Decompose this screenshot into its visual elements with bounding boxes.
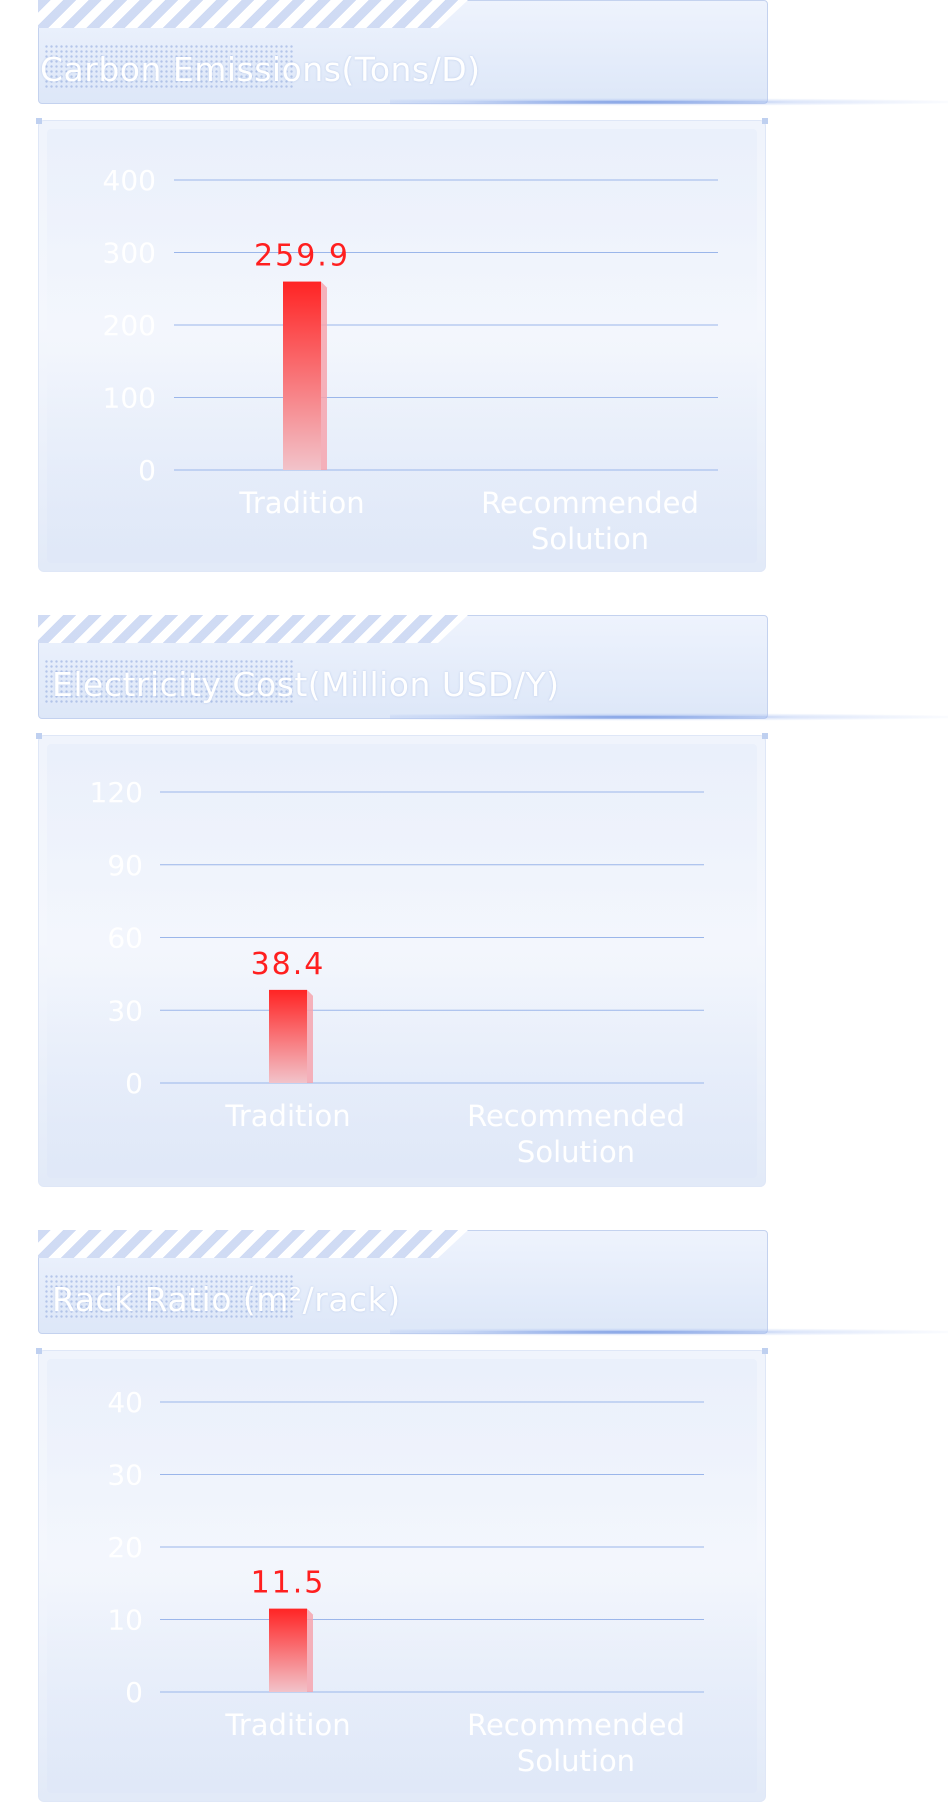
header-dot-pattern bbox=[44, 44, 294, 90]
electricity-cost-chart: 0 30 60 90 120 38.4 Tradition Recommended Soluti… bbox=[90, 776, 704, 1169]
y-tick-label: 0 bbox=[138, 454, 156, 487]
x-category-label-line: Recommended bbox=[481, 486, 699, 520]
bar-value-label: 259.9 bbox=[254, 239, 350, 274]
y-tick-label: 200 bbox=[103, 309, 156, 342]
chart-body bbox=[36, 1348, 768, 1802]
bar bbox=[283, 281, 321, 470]
panel-header: Carbon Emissions(Tons/D) bbox=[30, 0, 948, 106]
y-tick-label: 60 bbox=[107, 922, 143, 955]
bar-value-label: 11.5 bbox=[251, 1566, 326, 1601]
header-stripe-decoration bbox=[38, 0, 468, 28]
y-tick-label: 90 bbox=[107, 849, 143, 882]
x-category-label-line: Tradition bbox=[224, 1708, 350, 1742]
chart-body-inner bbox=[47, 744, 757, 1178]
chart-body-inner bbox=[47, 1359, 757, 1793]
header-dot-pattern bbox=[44, 659, 294, 705]
header-stripe-decoration bbox=[38, 615, 468, 643]
rack-ratio-panel: Rack Ratio (m²/rack) 0 10 20 30 40 11.5 Tradit… bbox=[0, 1230, 948, 1820]
y-tick-label: 100 bbox=[103, 382, 156, 415]
bar-side bbox=[321, 281, 327, 470]
x-category-label-line: Recommended bbox=[467, 1099, 685, 1133]
x-category-label-line: Recommended bbox=[467, 1708, 685, 1742]
y-tick-label: 30 bbox=[107, 1459, 143, 1492]
x-category-label: Recommended Solution bbox=[467, 1708, 685, 1778]
carbon-emissions-panel: Carbon Emissions(Tons/D) 0 100 200 300 400 25… bbox=[0, 0, 948, 590]
panel-header: Rack Ratio (m²/rack) bbox=[30, 1230, 948, 1336]
y-tick-label: 300 bbox=[103, 237, 156, 270]
rack-ratio-chart: 0 10 20 30 40 11.5 Tradition Recommended Solutio… bbox=[107, 1386, 704, 1778]
x-category-label-line: Tradition bbox=[224, 1099, 350, 1133]
bar-value-label: 38.4 bbox=[251, 947, 326, 982]
corner-marker bbox=[762, 733, 768, 739]
x-category-label: Recommended Solution bbox=[467, 1099, 685, 1169]
y-tick-label: 10 bbox=[107, 1604, 143, 1637]
y-tick-label: 120 bbox=[90, 776, 143, 809]
chart-body bbox=[36, 118, 768, 572]
x-category-label-line: Solution bbox=[517, 1135, 635, 1169]
chart-title: Rack Ratio (m²/rack) bbox=[52, 1280, 401, 1319]
header-glow-line bbox=[390, 98, 948, 106]
x-category-label: Tradition bbox=[238, 486, 364, 520]
electricity-cost-panel: Electricity Cost(Million USD/Y) 0 30 60 90 1… bbox=[0, 615, 948, 1205]
panel-header: Electricity Cost(Million USD/Y) bbox=[30, 615, 948, 721]
x-category-label: Tradition bbox=[224, 1099, 350, 1133]
header-dot-pattern bbox=[44, 1274, 294, 1320]
bar-side bbox=[307, 989, 313, 1083]
y-tick-label: 30 bbox=[107, 994, 143, 1027]
x-category-label-line: Solution bbox=[531, 522, 649, 556]
header-glow-line bbox=[390, 1328, 948, 1336]
corner-marker bbox=[36, 1348, 42, 1354]
x-category-label: Recommended Solution bbox=[481, 486, 699, 556]
corner-marker bbox=[36, 118, 42, 124]
corner-marker bbox=[36, 733, 42, 739]
x-category-label-line: Solution bbox=[517, 1744, 635, 1778]
y-tick-label: 40 bbox=[107, 1386, 143, 1419]
bar-side bbox=[307, 1608, 313, 1692]
corner-marker bbox=[762, 118, 768, 124]
header-stripe-decoration bbox=[38, 1230, 468, 1258]
y-tick-label: 400 bbox=[103, 164, 156, 197]
y-tick-label: 0 bbox=[125, 1067, 143, 1100]
chart-title: Carbon Emissions(Tons/D) bbox=[40, 50, 481, 89]
chart-title: Electricity Cost(Million USD/Y) bbox=[52, 665, 560, 704]
y-tick-label: 20 bbox=[107, 1531, 143, 1564]
header-glow-line bbox=[390, 713, 948, 721]
bar bbox=[269, 1608, 307, 1692]
corner-marker bbox=[762, 1348, 768, 1354]
x-category-label: Tradition bbox=[224, 1708, 350, 1742]
x-category-label-line: Tradition bbox=[238, 486, 364, 520]
carbon-emissions-chart: 0 100 200 300 400 259.9 Tradition Recommended So… bbox=[103, 164, 718, 556]
chart-body bbox=[36, 733, 768, 1187]
bar bbox=[269, 989, 307, 1083]
chart-body-inner bbox=[47, 129, 757, 563]
y-tick-label: 0 bbox=[125, 1676, 143, 1709]
